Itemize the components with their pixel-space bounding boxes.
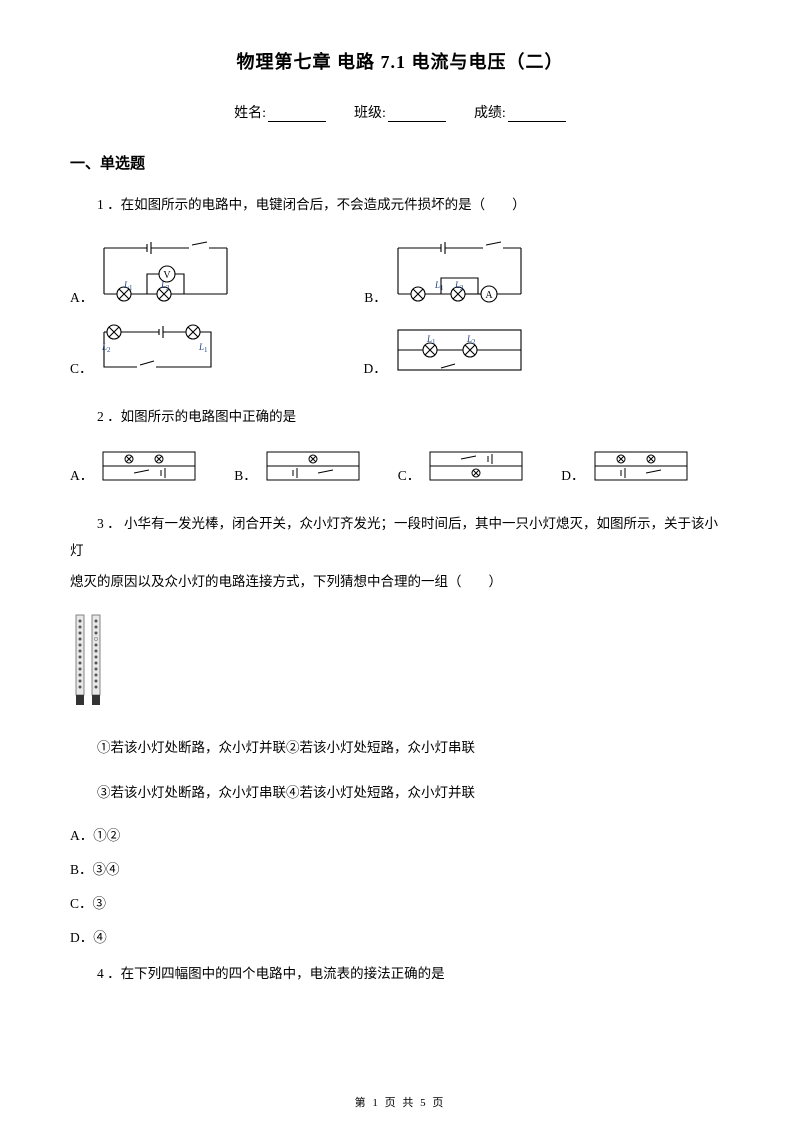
class-blank xyxy=(388,108,446,122)
info-row: 姓名: 班级: 成绩: xyxy=(70,102,730,122)
svg-text:A: A xyxy=(485,290,493,301)
q2-circuit-d xyxy=(591,448,691,488)
q2-opt-c-label: C． xyxy=(398,464,421,484)
q2-circuit-a xyxy=(99,448,199,488)
q1-circuit-c: L2 L1 xyxy=(99,322,219,381)
score-label: 成绩: xyxy=(474,106,506,121)
name-label: 姓名: xyxy=(234,106,266,121)
q3-sub1: ①若该小灯处断路，众小灯并联②若该小灯处短路，众小灯串联 xyxy=(70,734,730,761)
svg-text:2: 2 xyxy=(107,346,111,354)
q1-opt-a-label: A． xyxy=(70,286,93,306)
q1-circuit-d: L1 L2 xyxy=(393,322,528,381)
svg-text:2: 2 xyxy=(460,284,464,292)
section-header: 一、单选题 xyxy=(70,152,730,173)
q3-opt-c: C．③ xyxy=(70,892,730,912)
q3-line1: 3 ． 小华有一发光棒，闭合开关，众小灯齐发光；一段时间后，其中一只小灯熄灭，如… xyxy=(70,510,730,564)
q1-row2: C． L2 L1 D． L1 xyxy=(70,322,730,381)
svg-text:1: 1 xyxy=(432,338,436,346)
q1-circuit-a: V L1 L2 xyxy=(99,236,234,310)
page-footer: 第 1 页 共 5 页 xyxy=(0,1094,800,1110)
svg-text:2: 2 xyxy=(166,284,170,292)
q2-circuit-b xyxy=(263,448,363,488)
q1-circuit-b: A L1 L2 xyxy=(393,236,528,310)
q3-opt-d: D．④ xyxy=(70,926,730,946)
q2-text: 2 ．如图所示的电路图中正确的是 xyxy=(70,403,730,430)
q3-sub2: ③若该小灯处断路，众小灯串联④若该小灯处短路，众小灯并联 xyxy=(70,779,730,806)
svg-text:2: 2 xyxy=(472,338,476,346)
q2-opt-b-label: B． xyxy=(234,464,257,484)
q2-circuit-c xyxy=(426,448,526,488)
svg-text:1: 1 xyxy=(129,284,133,292)
q2-row: A． B． C． xyxy=(70,448,730,488)
q2-opt-d-label: D． xyxy=(561,464,584,484)
q1-text: 1 ．在如图所示的电路中，电键闭合后，不会造成元件损坏的是（ ） xyxy=(70,191,730,218)
q4-text: 4 ．在下列四幅图中的四个电路中，电流表的接法正确的是 xyxy=(70,960,730,987)
q2-opt-a-label: A． xyxy=(70,464,93,484)
q1-opt-d-label: D． xyxy=(364,357,387,377)
name-blank xyxy=(268,108,326,122)
q1-row1: A． V L1 L2 B． xyxy=(70,236,730,310)
svg-text:1: 1 xyxy=(440,284,444,292)
q3-opt-b: B．③④ xyxy=(70,858,730,878)
q1-opt-c-label: C． xyxy=(70,357,93,377)
q3-line2: 熄灭的原因以及众小灯的电路连接方式，下列猜想中合理的一组（ ） xyxy=(70,568,730,595)
q3-opt-a: A．①② xyxy=(70,824,730,844)
light-sticks xyxy=(70,613,730,714)
class-label: 班级: xyxy=(354,106,386,121)
page-title: 物理第七章 电路 7.1 电流与电压（二） xyxy=(70,48,730,74)
score-blank xyxy=(508,108,566,122)
q1-opt-b-label: B． xyxy=(364,286,387,306)
svg-text:1: 1 xyxy=(204,346,208,354)
